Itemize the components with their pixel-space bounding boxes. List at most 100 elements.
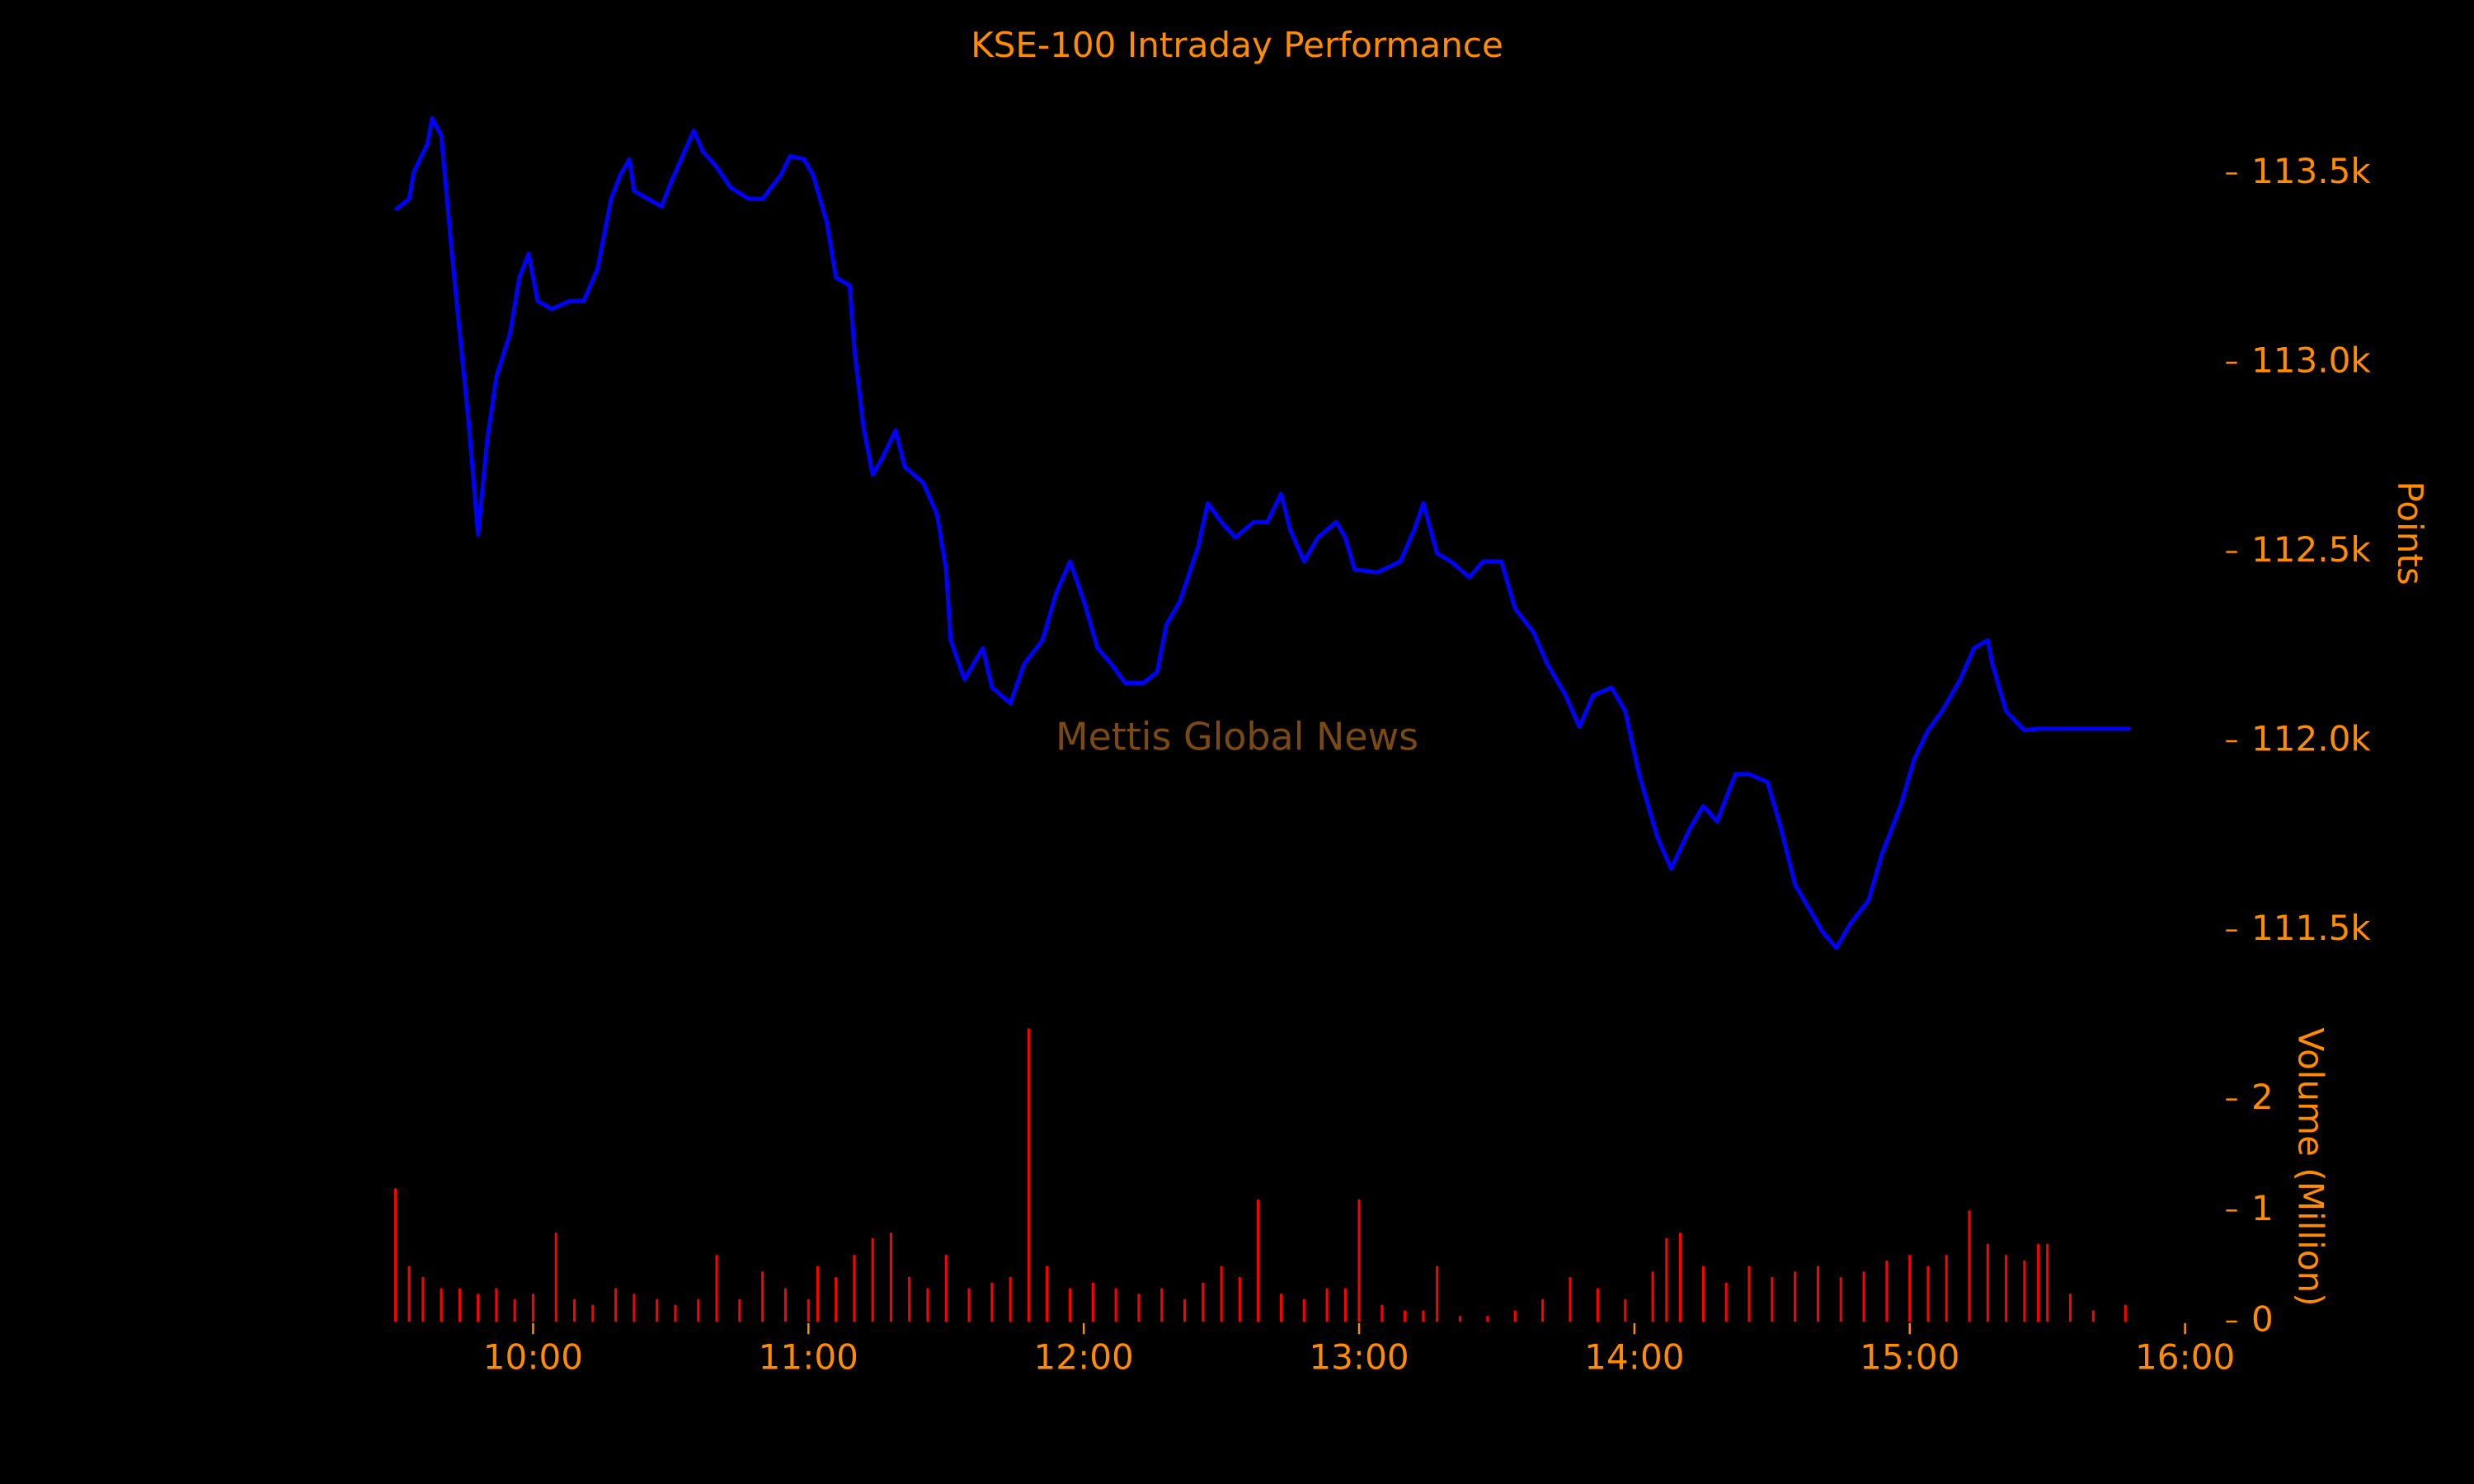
volume-bar: [1343, 1288, 1347, 1322]
volume-bar: [2023, 1260, 2026, 1322]
volume-bar: [1596, 1288, 1599, 1322]
y-tick-label: 113.5k: [2251, 151, 2371, 191]
volume-bar: [1302, 1299, 1305, 1322]
watermark: Mettis Global News: [1056, 715, 1418, 759]
volume-bar: [1257, 1199, 1260, 1322]
volume-bar: [944, 1255, 948, 1322]
volume-bar: [458, 1288, 461, 1322]
volume-bar: [1724, 1282, 1728, 1322]
volume-bar: [2005, 1255, 2008, 1322]
volume-bar: [835, 1277, 838, 1322]
volume-bar: [1091, 1282, 1094, 1322]
volume-bar: [656, 1299, 659, 1322]
volume-bar: [1679, 1233, 1682, 1322]
volume-bar: [407, 1266, 411, 1322]
volume-bar: [926, 1288, 929, 1322]
volume-bar: [614, 1288, 618, 1322]
volume-bar: [674, 1304, 677, 1322]
volume-bar: [1404, 1310, 1407, 1322]
volume-bar: [1747, 1266, 1751, 1322]
volume-bar: [1945, 1255, 1948, 1322]
volume-bar: [853, 1255, 856, 1322]
volume-bar: [531, 1294, 534, 1322]
volume-bar: [2068, 1294, 2072, 1322]
x-tick-label: 13:00: [1309, 1336, 1409, 1377]
volume-bar: [554, 1233, 557, 1322]
volume-bar: [1624, 1299, 1627, 1322]
y-tick-label: 111.5k: [2251, 908, 2371, 948]
volume-bar: [783, 1288, 787, 1322]
volume-bar: [1114, 1288, 1117, 1322]
volume-bar: [1908, 1255, 1912, 1322]
volume-bar: [1009, 1277, 1012, 1322]
volume-bar: [1486, 1316, 1489, 1322]
volume-bar: [738, 1299, 741, 1322]
volume-bar: [421, 1277, 425, 1322]
volume-bar: [1027, 1028, 1030, 1322]
volume-bar: [1357, 1199, 1361, 1322]
volume-bar: [2124, 1304, 2127, 1322]
volume-bar: [1436, 1266, 1439, 1322]
volume-bar: [1325, 1288, 1329, 1322]
volume-bar: [1569, 1277, 1572, 1322]
volume-bar: [1862, 1271, 1865, 1322]
volume-bar: [495, 1288, 498, 1322]
volume-bar: [1458, 1316, 1461, 1322]
volume-bar: [1541, 1299, 1545, 1322]
volume-bar: [1238, 1277, 1241, 1322]
volume-bar: [1279, 1294, 1282, 1322]
volume-bar: [633, 1294, 636, 1322]
y-axis-label: Points: [2390, 481, 2430, 585]
volume-bar: [1220, 1266, 1223, 1322]
volume-bar: [1513, 1310, 1517, 1322]
volume-bar: [908, 1277, 911, 1322]
volume-bar: [967, 1288, 971, 1322]
volume-bar: [2037, 1243, 2040, 1322]
x-tick-label: 14:00: [1584, 1336, 1684, 1377]
volume-bar: [1986, 1243, 1989, 1322]
volume-bar: [1202, 1282, 1205, 1322]
volume-bar: [889, 1233, 892, 1322]
volume-bar: [1885, 1260, 1888, 1322]
volume-bar: [591, 1304, 595, 1322]
x-tick-label: 15:00: [1860, 1336, 1959, 1377]
y-tick-label: 112.0k: [2251, 719, 2371, 759]
volume-bar: [1665, 1237, 1668, 1322]
volume-bar: [715, 1255, 718, 1322]
y-tick-label: 1: [2251, 1188, 2274, 1228]
volume-bar: [1183, 1299, 1187, 1322]
volume-bar: [1651, 1271, 1654, 1322]
volume-bar: [1968, 1210, 1971, 1322]
y-tick-label: 2: [2251, 1077, 2274, 1117]
volume-bar: [1926, 1266, 1930, 1322]
volume-bar: [871, 1237, 874, 1322]
chart-title: KSE-100 Intraday Performance: [971, 25, 1503, 65]
volume-bar: [1068, 1288, 1071, 1322]
volume-bar: [572, 1299, 576, 1322]
volume-bar: [1839, 1277, 1842, 1322]
volume-bar: [393, 1188, 397, 1322]
volume-bar: [477, 1294, 480, 1322]
x-tick-label: 12:00: [1034, 1336, 1134, 1377]
volume-bar: [1380, 1304, 1384, 1322]
volume-bar: [1160, 1288, 1164, 1322]
volume-bar: [990, 1282, 994, 1322]
x-tick-label: 16:00: [2135, 1336, 2235, 1377]
volume-bar: [1816, 1266, 1820, 1322]
volume-bar: [1137, 1294, 1141, 1322]
y-tick-label: 0: [2251, 1298, 2274, 1339]
y-tick-label: 112.5k: [2251, 529, 2371, 570]
volume-bar: [807, 1299, 810, 1322]
volume-bar: [761, 1271, 764, 1322]
x-tick-label: 11:00: [759, 1336, 858, 1377]
volume-bar: [1771, 1277, 1774, 1322]
volume-bar: [816, 1266, 819, 1322]
volume-bar: [1422, 1310, 1425, 1322]
y-axis-label: Volume (Million): [2290, 1027, 2331, 1306]
x-tick-label: 10:00: [483, 1336, 583, 1377]
volume-bar: [1701, 1266, 1705, 1322]
y-tick-label: 113.0k: [2251, 340, 2371, 380]
